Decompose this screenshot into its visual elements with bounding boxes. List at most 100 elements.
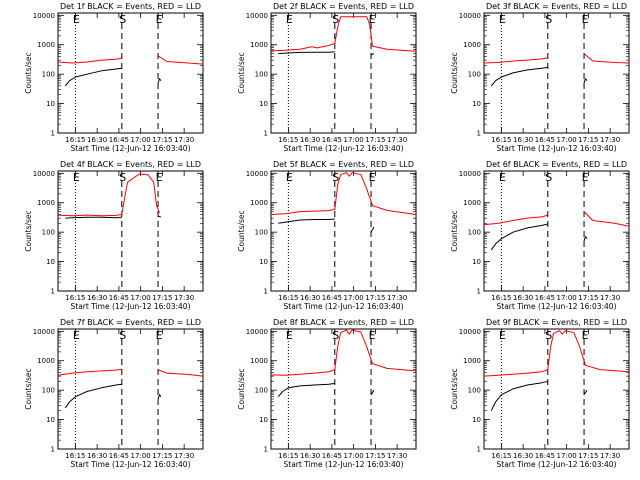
chart-panel-5: Det 5f BLACK = Events, RED = LLD 1 10 100 10…: [237, 160, 417, 311]
x-tick-label: 17:30: [600, 452, 620, 460]
x-tick-label: 16:15: [491, 294, 511, 302]
marker-label: S: [545, 171, 552, 184]
y-axis-label: Counts/sec: [237, 368, 246, 409]
series-line-events: [583, 389, 588, 395]
series-line-events: [583, 78, 588, 84]
x-tick-label: 17:30: [174, 452, 194, 460]
y-tick-label: 10: [46, 100, 55, 108]
marker-label: E: [499, 171, 506, 184]
y-tick-label: 10000: [246, 170, 268, 178]
x-tick-label: 17:15: [365, 136, 385, 144]
x-tick-label: 17:30: [174, 294, 194, 302]
y-tick-label: 1000: [250, 357, 268, 365]
marker-label: S: [545, 329, 552, 342]
series-line-events: [370, 226, 375, 233]
marker-label: E: [73, 13, 80, 26]
series-line-events: [277, 382, 335, 398]
series-line-events: [583, 236, 588, 242]
plot-frame: [270, 12, 417, 134]
marker-label: S: [332, 171, 339, 184]
x-tick-label: 16:45: [322, 136, 342, 144]
marker-label: S: [545, 13, 552, 26]
y-tick-label: 10: [472, 416, 481, 424]
y-tick-label: 1: [51, 130, 55, 138]
y-tick-label: 1: [477, 288, 481, 296]
x-axis-label: Start Time (12-Jun-12 16:03:40): [497, 144, 617, 153]
series-line-events: [370, 389, 375, 395]
series-line-lld: [270, 329, 417, 376]
x-tick-label: 17:15: [365, 294, 385, 302]
marker-label: S: [119, 13, 126, 26]
series-line-events: [65, 216, 122, 219]
series-line-lld: [157, 369, 204, 377]
series-line-events: [64, 383, 122, 409]
chart-panel-2: Det 2f BLACK = Events, RED = LLD 1 10 100 10…: [237, 2, 417, 153]
series-line-lld: [57, 57, 122, 64]
x-tick-label: 16:45: [535, 136, 555, 144]
y-axis-label: Counts/sec: [237, 210, 246, 251]
x-tick-label: 16:30: [87, 294, 107, 302]
marker-label: S: [332, 329, 339, 342]
y-tick-label: 100: [255, 229, 268, 237]
x-axis-label: Start Time (12-Jun-12 16:03:40): [284, 144, 404, 153]
x-tick-label: 16:15: [491, 452, 511, 460]
y-tick-label: 10000: [459, 170, 481, 178]
marker-label: E: [286, 13, 293, 26]
x-tick-label: 17:15: [152, 136, 172, 144]
y-tick-label: 10000: [33, 170, 55, 178]
x-tick-label: 17:30: [387, 294, 407, 302]
x-tick-label: 17:00: [131, 136, 151, 144]
x-axis-label: Start Time (12-Jun-12 16:03:40): [71, 144, 191, 153]
y-tick-label: 100: [42, 229, 55, 237]
y-tick-label: 10: [259, 416, 268, 424]
x-tick-label: 16:15: [278, 294, 298, 302]
plot-frame: [270, 170, 417, 292]
y-tick-label: 10: [472, 100, 481, 108]
y-axis-label: Counts/sec: [450, 210, 459, 251]
series-line-lld: [270, 172, 417, 215]
x-axis-label: Start Time (12-Jun-12 16:03:40): [284, 302, 404, 311]
x-tick-label: 16:45: [109, 136, 129, 144]
y-axis-label: Counts/sec: [450, 52, 459, 93]
y-tick-label: 100: [468, 71, 481, 79]
chart-title: Det 7f BLACK = Events, RED = LLD: [60, 318, 201, 327]
x-tick-label: 17:30: [174, 136, 194, 144]
y-tick-label: 10000: [33, 328, 55, 336]
marker-label: S: [119, 171, 126, 184]
x-axis-label: Start Time (12-Jun-12 16:03:40): [497, 302, 617, 311]
x-tick-label: 17:15: [152, 452, 172, 460]
series-line-events: [490, 223, 548, 251]
plot-frame: [57, 12, 204, 134]
y-tick-label: 1: [264, 130, 268, 138]
marker-label: S: [332, 13, 339, 26]
x-tick-label: 16:30: [513, 136, 533, 144]
plot-frame: [57, 328, 204, 450]
x-tick-label: 17:30: [387, 136, 407, 144]
chart-title: Det 5f BLACK = Events, RED = LLD: [273, 160, 414, 169]
x-tick-label: 17:00: [131, 452, 151, 460]
x-tick-label: 17:00: [344, 136, 364, 144]
marker-label: E: [369, 329, 376, 342]
x-tick-label: 17:15: [365, 452, 385, 460]
y-tick-label: 10: [259, 258, 268, 266]
y-tick-label: 10000: [246, 12, 268, 20]
y-tick-label: 1000: [463, 199, 481, 207]
y-axis-label: Counts/sec: [24, 52, 33, 93]
x-axis-label: Start Time (12-Jun-12 16:03:40): [497, 460, 617, 469]
marker-label: E: [369, 13, 376, 26]
x-tick-label: 17:30: [600, 294, 620, 302]
x-tick-label: 16:30: [300, 136, 320, 144]
x-tick-label: 17:15: [578, 294, 598, 302]
plot-frame: [483, 328, 630, 450]
series-line-lld: [270, 16, 417, 52]
chart-panel-8: Det 8f BLACK = Events, RED = LLD 1 10 100 10…: [237, 318, 417, 469]
x-tick-label: 17:00: [344, 452, 364, 460]
x-tick-label: 17:00: [131, 294, 151, 302]
chart-panel-6: Det 6f BLACK = Events, RED = LLD 1 10 100 10…: [450, 160, 630, 311]
y-tick-label: 1000: [250, 41, 268, 49]
marker-label: E: [156, 13, 163, 26]
chart-title: Det 2f BLACK = Events, RED = LLD: [273, 2, 414, 11]
x-tick-label: 16:15: [65, 294, 85, 302]
series-line-lld: [57, 368, 122, 376]
